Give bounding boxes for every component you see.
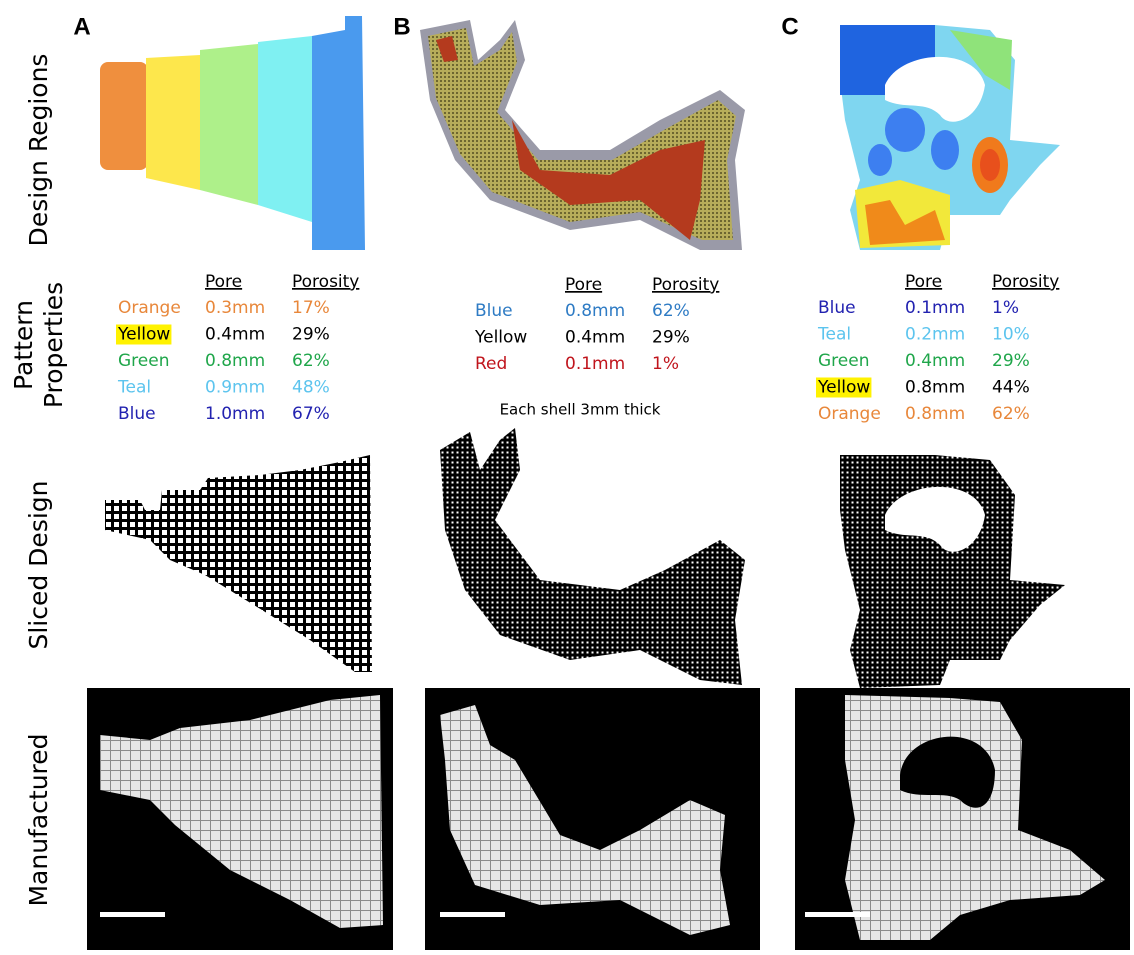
pore-size: 0.8mm [905, 378, 965, 398]
note: Each shell 3mm thick [500, 401, 661, 419]
column-header: Porosity [652, 275, 719, 295]
pore-size: 0.2mm [905, 325, 965, 345]
porosity: 17% [292, 298, 330, 318]
panel-letter: A [73, 13, 90, 40]
column-header: Porosity [292, 272, 359, 292]
porosity: 48% [292, 378, 330, 398]
panel-letter: B [393, 13, 410, 40]
column-header: Pore [205, 272, 242, 292]
row-name: Yellow [474, 328, 527, 348]
pore-size: 0.8mm [905, 404, 965, 424]
row-name: Blue [475, 301, 513, 321]
design-regions-a [100, 16, 365, 250]
porosity: 1% [992, 298, 1019, 318]
row-label: Pattern [9, 300, 38, 390]
row-name: Orange [818, 404, 881, 424]
row-name: Yellow [817, 378, 870, 398]
sliced-b [440, 428, 745, 685]
pore-size: 0.1mm [905, 298, 965, 318]
porosity: 29% [292, 325, 330, 345]
pore-size: 0.9mm [205, 378, 265, 398]
design-regions-c [840, 25, 1060, 250]
row-name: Orange [118, 298, 181, 318]
porosity: 1% [652, 354, 679, 374]
row-label: Properties [39, 282, 68, 408]
design-regions-b [420, 20, 745, 250]
row-name: Yellow [117, 325, 170, 345]
porosity: 44% [992, 378, 1030, 398]
porosity: 29% [652, 328, 690, 348]
porosity: 62% [292, 351, 330, 371]
row-name: Teal [817, 325, 851, 345]
row-name: Teal [117, 378, 151, 398]
column-header: Pore [905, 272, 942, 292]
manufactured-c [795, 688, 1130, 950]
row-name: Green [818, 351, 869, 371]
pore-size: 0.1mm [565, 354, 625, 374]
pore-size: 0.3mm [205, 298, 265, 318]
row-name: Red [475, 354, 507, 374]
row-label: Design Regions [24, 54, 53, 247]
pore-size: 0.4mm [205, 325, 265, 345]
porosity: 62% [652, 301, 690, 321]
figure: Design Regions PatternProperties Sliced De… [0, 0, 1134, 955]
sliced-c [840, 455, 1065, 688]
row-label: Sliced Design [24, 480, 53, 649]
manufactured-a [87, 688, 393, 950]
row-name: Blue [118, 404, 156, 424]
row-name: Blue [818, 298, 856, 318]
manufactured-b [425, 688, 760, 950]
porosity: 10% [992, 325, 1030, 345]
panel-letter: C [781, 13, 798, 40]
column-header: Pore [565, 275, 602, 295]
pore-size: 0.8mm [565, 301, 625, 321]
porosity: 67% [292, 404, 330, 424]
porosity: 29% [992, 351, 1030, 371]
column-header: Porosity [992, 272, 1059, 292]
row-label: Manufactured [24, 733, 53, 906]
pore-size: 0.8mm [205, 351, 265, 371]
pore-size: 1.0mm [205, 404, 265, 424]
pore-size: 0.4mm [565, 328, 625, 348]
row-name: Green [118, 351, 169, 371]
sliced-a [105, 455, 372, 672]
pore-size: 0.4mm [905, 351, 965, 371]
porosity: 62% [992, 404, 1030, 424]
